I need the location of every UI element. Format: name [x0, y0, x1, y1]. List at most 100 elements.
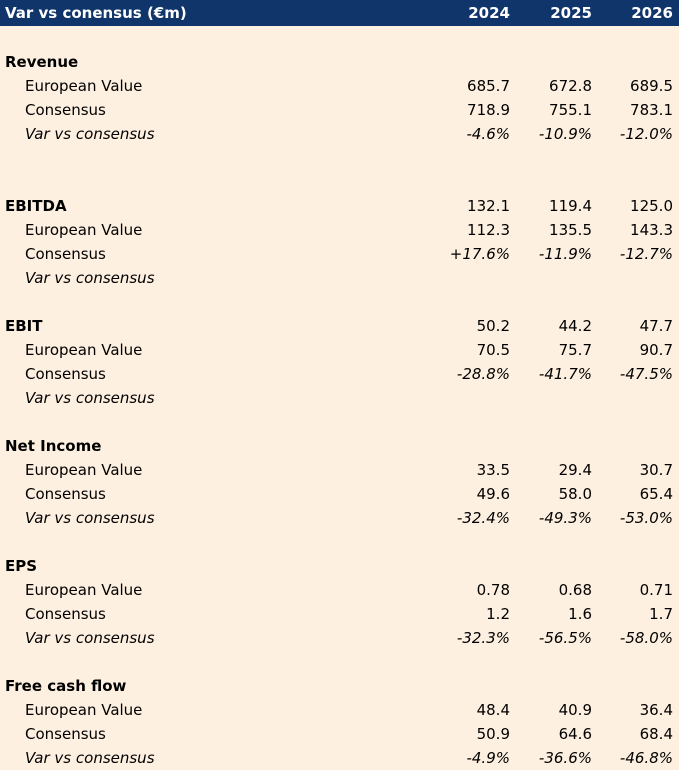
row-label: Var vs consensus: [25, 389, 155, 407]
row-label: European Value: [25, 461, 143, 479]
section-title-ebitda: EBITDA 132.1 119.4 125.0: [0, 194, 679, 218]
cell-2025: 135.5: [549, 221, 592, 239]
row-label: European Value: [25, 581, 143, 599]
cell-2024: 112.3: [467, 221, 510, 239]
section-title-net-income: Net Income: [0, 434, 679, 458]
row-label: Var vs consensus: [25, 509, 155, 527]
cell-2026: -12.0%: [619, 125, 673, 143]
cell-2024: -32.4%: [456, 509, 510, 527]
cell-2026: 65.4: [639, 485, 673, 503]
table-row: European Value 0.78 0.68 0.71: [0, 578, 679, 602]
table-title: Var vs conensus (€m): [5, 4, 187, 22]
table-row: European Value 112.3 135.5 143.3: [0, 218, 679, 242]
cell-2024: 50.9: [476, 725, 510, 743]
cell-2025: -36.6%: [538, 749, 592, 767]
cell-2026: -47.5%: [619, 365, 673, 383]
row-label: Var vs consensus: [25, 269, 155, 287]
section-title: EPS: [5, 557, 38, 575]
cell-2024: 50.2: [476, 317, 510, 335]
cell-2026: -58.0%: [619, 629, 673, 647]
table-row: European Value 70.5 75.7 90.7: [0, 338, 679, 362]
cell-2025: -10.9%: [538, 125, 592, 143]
table-header: Var vs conensus (€m) 2024 2025 2026: [0, 0, 679, 26]
cell-2025: 64.6: [558, 725, 592, 743]
cell-2024: -4.9%: [466, 749, 510, 767]
cell-2026: -12.7%: [619, 245, 673, 263]
cell-2026: -46.8%: [619, 749, 673, 767]
section-title: Net Income: [5, 437, 102, 455]
section-title-free-cash-flow: Free cash flow: [0, 674, 679, 698]
row-label: Consensus: [25, 365, 106, 383]
table-row: Consensus 718.9 755.1 783.1: [0, 98, 679, 122]
cell-2024: 685.7: [467, 77, 510, 95]
cell-2024: 1.2: [486, 605, 510, 623]
row-label: Consensus: [25, 605, 106, 623]
cell-2024: 48.4: [476, 701, 510, 719]
table-row: Consensus 50.9 64.6 68.4: [0, 722, 679, 746]
cell-2026: 143.3: [630, 221, 673, 239]
row-label: Var vs consensus: [25, 629, 155, 647]
cell-2024: 70.5: [476, 341, 510, 359]
table-row: Var vs consensus -32.3% -56.5% -58.0%: [0, 626, 679, 650]
cell-2024: 132.1: [467, 197, 510, 215]
cell-2026: 689.5: [630, 77, 673, 95]
section-title: Revenue: [5, 53, 79, 71]
year-header-2025: 2025: [550, 4, 592, 22]
cell-2026: 125.0: [630, 197, 673, 215]
cell-2024: -28.8%: [456, 365, 510, 383]
cell-2024: 49.6: [476, 485, 510, 503]
table-row: European Value 48.4 40.9 36.4: [0, 698, 679, 722]
cell-2025: 40.9: [558, 701, 592, 719]
row-label: European Value: [25, 77, 143, 95]
cell-2025: 44.2: [558, 317, 592, 335]
cell-2024: 0.78: [476, 581, 510, 599]
table-row: European Value 685.7 672.8 689.5: [0, 74, 679, 98]
cell-2026: 68.4: [639, 725, 673, 743]
row-label: Consensus: [25, 245, 106, 263]
cell-2025: 672.8: [549, 77, 592, 95]
cell-2025: 755.1: [549, 101, 592, 119]
cell-2025: -49.3%: [538, 509, 592, 527]
cell-2025: 1.6: [568, 605, 592, 623]
cell-2025: 58.0: [558, 485, 592, 503]
section-title: Free cash flow: [5, 677, 127, 695]
cell-2025: -41.7%: [538, 365, 592, 383]
row-label: Var vs consensus: [25, 125, 155, 143]
section-title: EBITDA: [5, 197, 67, 215]
cell-2026: 90.7: [639, 341, 673, 359]
table-row: Consensus -28.8% -41.7% -47.5%: [0, 362, 679, 386]
row-label: Var vs consensus: [25, 749, 155, 767]
cell-2026: 1.7: [649, 605, 673, 623]
table-row: Var vs consensus: [0, 386, 679, 410]
table-row: Var vs consensus -4.9% -36.6% -46.8%: [0, 746, 679, 770]
table-row: Var vs consensus -32.4% -49.3% -53.0%: [0, 506, 679, 530]
row-label: Consensus: [25, 101, 106, 119]
cell-2025: 75.7: [558, 341, 592, 359]
cell-2024: 718.9: [467, 101, 510, 119]
cell-2025: 0.68: [558, 581, 592, 599]
cell-2024: -4.6%: [466, 125, 510, 143]
cell-2026: 36.4: [639, 701, 673, 719]
table-row: Var vs consensus -4.6% -10.9% -12.0%: [0, 122, 679, 146]
cell-2025: 29.4: [558, 461, 592, 479]
row-label: Consensus: [25, 485, 106, 503]
table-row: Consensus 49.6 58.0 65.4: [0, 482, 679, 506]
cell-2026: 0.71: [639, 581, 673, 599]
year-header-2024: 2024: [468, 4, 510, 22]
cell-2026: -53.0%: [619, 509, 673, 527]
table-row: Consensus +17.6% -11.9% -12.7%: [0, 242, 679, 266]
cell-2024: +17.6%: [449, 245, 510, 263]
cell-2024: -32.3%: [456, 629, 510, 647]
cell-2026: 783.1: [630, 101, 673, 119]
row-label: European Value: [25, 221, 143, 239]
cell-2026: 47.7: [639, 317, 673, 335]
cell-2024: 33.5: [476, 461, 510, 479]
table-row: European Value 33.5 29.4 30.7: [0, 458, 679, 482]
year-header-2026: 2026: [631, 4, 673, 22]
section-title-eps: EPS: [0, 554, 679, 578]
section-title-revenue: Revenue: [0, 50, 679, 74]
table-row: Consensus 1.2 1.6 1.7: [0, 602, 679, 626]
section-title: EBIT: [5, 317, 43, 335]
section-title-ebit: EBIT 50.2 44.2 47.7: [0, 314, 679, 338]
